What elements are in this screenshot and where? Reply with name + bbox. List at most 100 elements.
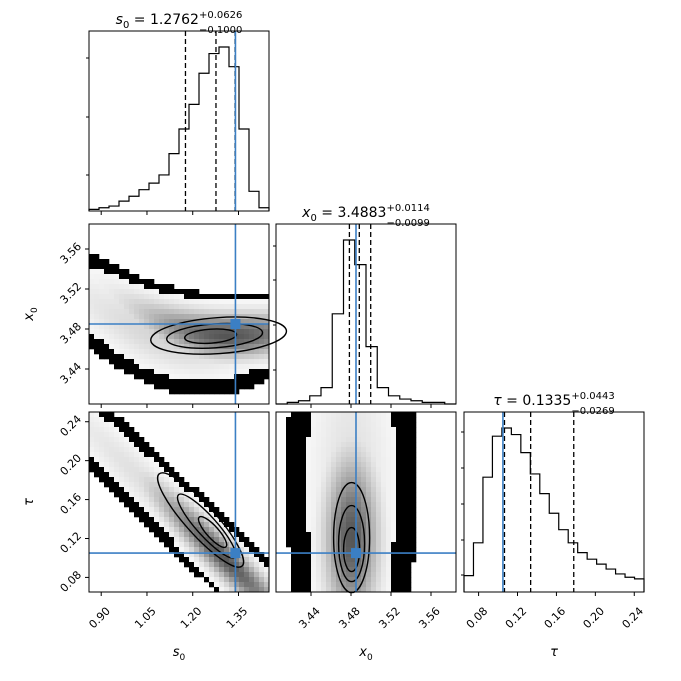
density-cell bbox=[114, 314, 120, 320]
density-cell bbox=[331, 497, 337, 503]
density-cell bbox=[346, 432, 352, 438]
density-cell bbox=[104, 422, 110, 428]
density-cell bbox=[366, 467, 372, 473]
density-cell bbox=[356, 447, 362, 453]
density-cell bbox=[361, 537, 367, 543]
x-tick-label: 3.52 bbox=[376, 605, 403, 632]
density-cell bbox=[124, 422, 130, 428]
density-cell bbox=[169, 284, 175, 290]
density-cell bbox=[209, 339, 215, 345]
density-cell bbox=[164, 527, 170, 533]
density-cell bbox=[179, 379, 185, 385]
density-cell bbox=[169, 364, 175, 370]
density-cell bbox=[169, 314, 175, 320]
density-cell bbox=[189, 364, 195, 370]
density-cell bbox=[311, 432, 317, 438]
density-cell bbox=[371, 447, 377, 453]
density-cell bbox=[301, 522, 307, 528]
density-cell bbox=[229, 379, 235, 385]
density-cell bbox=[159, 319, 165, 325]
y-axis-label-x0: x0 bbox=[22, 307, 40, 322]
density-cell bbox=[114, 354, 120, 360]
density-cell bbox=[376, 587, 382, 593]
density-cell bbox=[316, 542, 322, 548]
density-cell bbox=[381, 587, 387, 593]
title-s0: s0 = 1.2762+0.0626 bbox=[116, 10, 243, 31]
density-cell bbox=[306, 507, 312, 513]
density-cell bbox=[214, 532, 220, 538]
density-cell bbox=[134, 279, 140, 285]
density-cell bbox=[351, 482, 357, 488]
density-cell bbox=[134, 477, 140, 483]
density-cell bbox=[336, 527, 342, 533]
density-cell bbox=[169, 379, 175, 385]
density-cell bbox=[406, 507, 412, 513]
density-cell bbox=[159, 309, 165, 315]
density-cell bbox=[144, 284, 150, 290]
panel-frame bbox=[275, 223, 457, 405]
density-cell bbox=[194, 532, 200, 538]
density-cell bbox=[149, 527, 155, 533]
density-cell bbox=[104, 467, 110, 473]
density-cell bbox=[164, 284, 170, 290]
density-cell bbox=[286, 522, 292, 528]
density-cell bbox=[356, 562, 362, 568]
density-cell bbox=[401, 582, 407, 588]
density-cell bbox=[224, 547, 230, 553]
density-cell bbox=[301, 582, 307, 588]
density-cell bbox=[189, 507, 195, 513]
density-cell bbox=[154, 512, 160, 518]
density-cell bbox=[184, 482, 190, 488]
density-cell bbox=[154, 299, 160, 305]
density-cell bbox=[89, 437, 95, 443]
density-cell bbox=[124, 369, 130, 375]
density-cell bbox=[406, 557, 412, 563]
density-cell bbox=[234, 582, 240, 588]
density-cell bbox=[109, 412, 115, 418]
density-cell bbox=[144, 359, 150, 365]
density-cell bbox=[291, 452, 297, 458]
density-cell bbox=[114, 329, 120, 335]
density-cell bbox=[244, 339, 250, 345]
density-cell bbox=[229, 329, 235, 335]
density-cell bbox=[219, 349, 225, 355]
density-cell bbox=[376, 462, 382, 468]
density-cell bbox=[371, 537, 377, 543]
density-cell bbox=[336, 482, 342, 488]
density-cell bbox=[296, 532, 302, 538]
density-cell bbox=[174, 359, 180, 365]
density-cell bbox=[169, 482, 175, 488]
density-cell bbox=[361, 477, 367, 483]
density-cell bbox=[351, 472, 357, 478]
density-cell bbox=[224, 517, 230, 523]
density-cell bbox=[124, 427, 130, 433]
density-cell bbox=[326, 517, 332, 523]
density-cell bbox=[174, 502, 180, 508]
density-cell bbox=[311, 532, 317, 538]
density-cell bbox=[139, 512, 145, 518]
density-cell bbox=[194, 359, 200, 365]
density-cell bbox=[189, 369, 195, 375]
density-cell bbox=[164, 374, 170, 380]
density-cell bbox=[391, 577, 397, 583]
density-cell bbox=[391, 457, 397, 463]
density-cell bbox=[401, 427, 407, 433]
density-cell bbox=[326, 512, 332, 518]
density-cell bbox=[406, 582, 412, 588]
density-cell bbox=[174, 294, 180, 300]
density-cell bbox=[391, 477, 397, 483]
density-cell bbox=[214, 587, 220, 593]
density-cell bbox=[311, 497, 317, 503]
density-cell bbox=[184, 537, 190, 543]
density-cell bbox=[89, 447, 95, 453]
density-cell bbox=[169, 522, 175, 528]
density-cell bbox=[189, 344, 195, 350]
density-cell bbox=[199, 557, 205, 563]
density-cell bbox=[311, 582, 317, 588]
density-cell bbox=[391, 442, 397, 448]
density-cell bbox=[346, 522, 352, 528]
density-cell bbox=[249, 369, 255, 375]
density-cell bbox=[154, 467, 160, 473]
density-cell bbox=[381, 547, 387, 553]
density-cell bbox=[119, 299, 125, 305]
